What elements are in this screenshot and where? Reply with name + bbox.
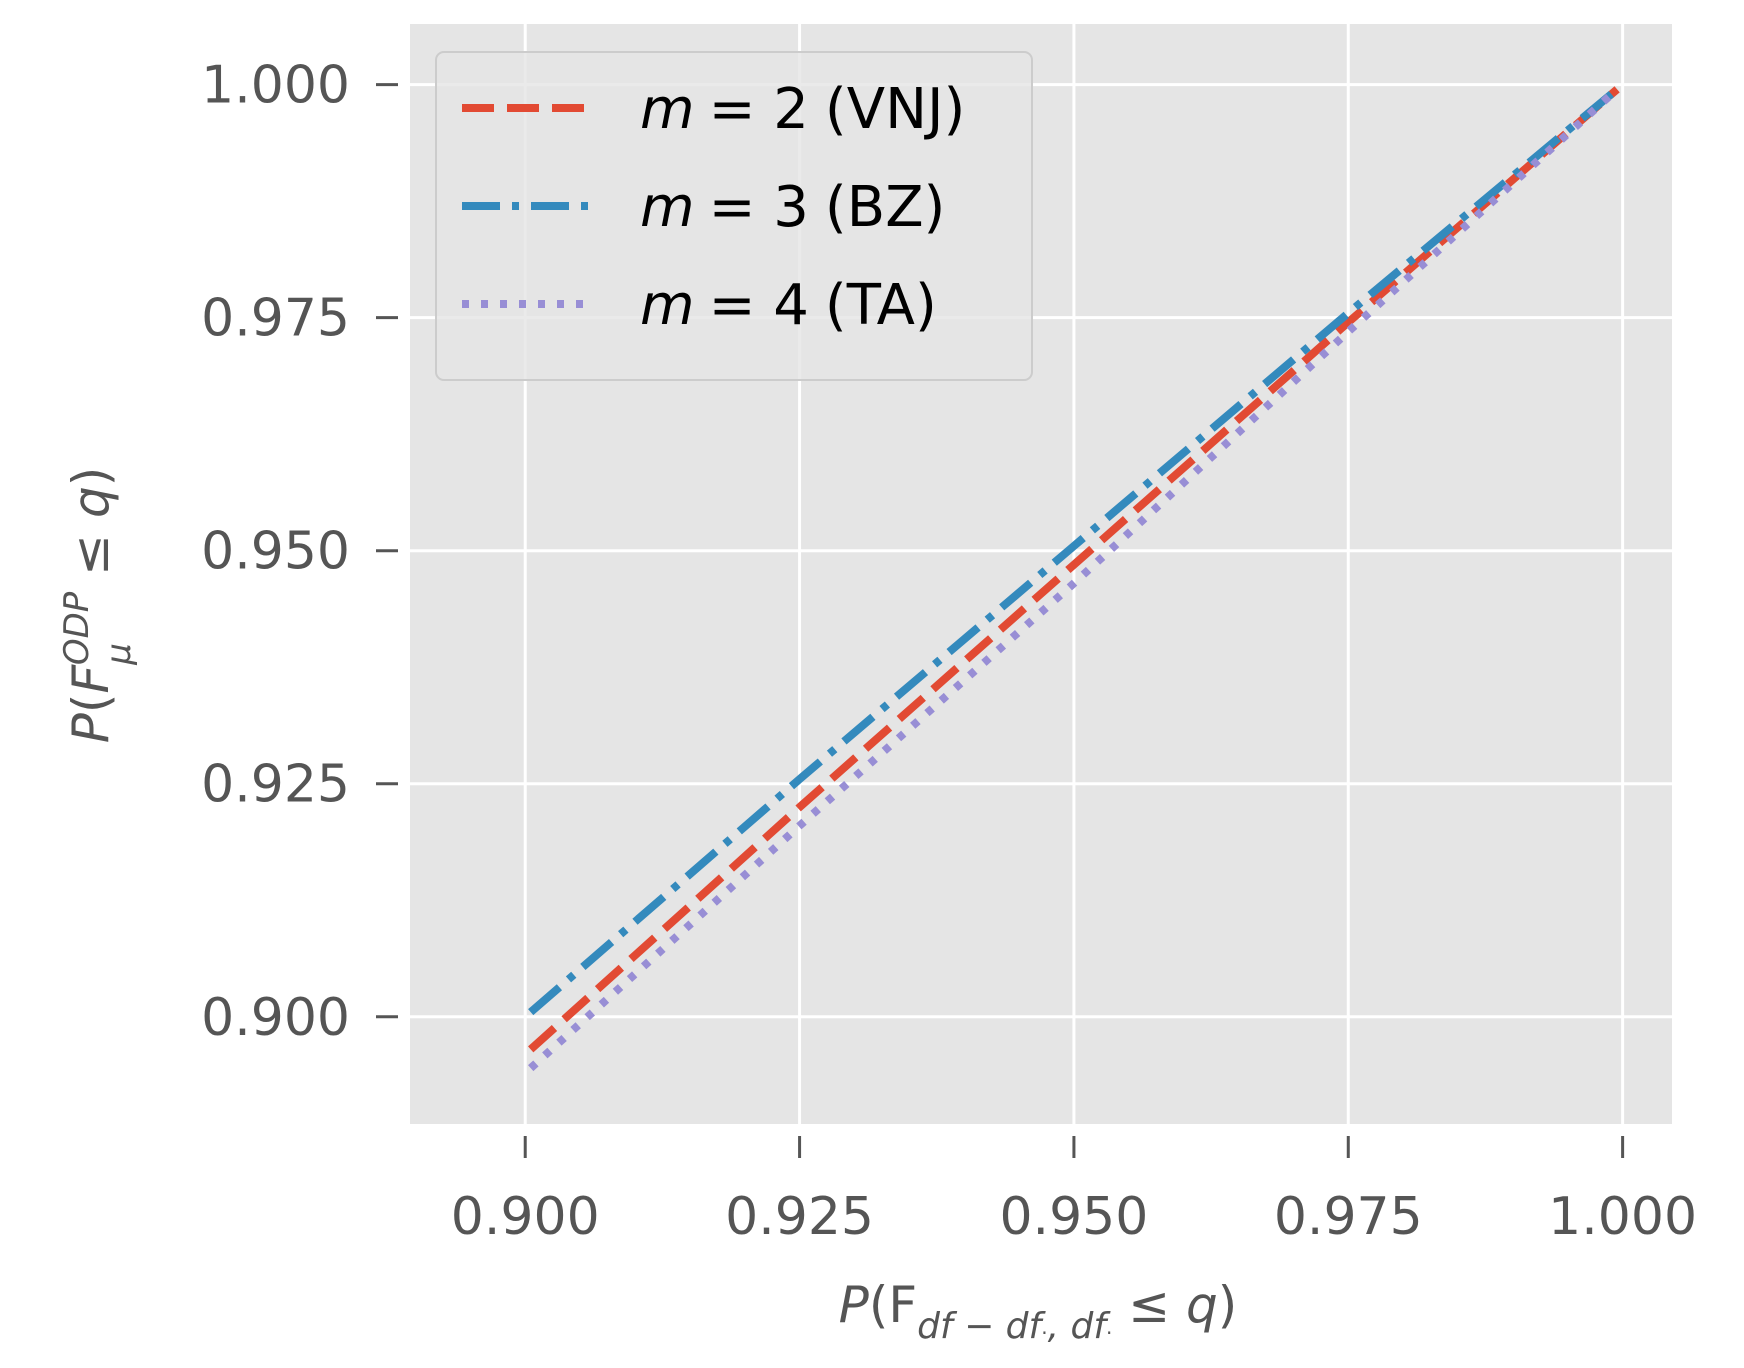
legend-label-1: m = 2 (VNJ) bbox=[640, 77, 965, 142]
x-tick-label: 0.975 bbox=[1274, 1187, 1423, 1247]
y-tick-label: 0.900 bbox=[201, 988, 350, 1048]
series-line-2 bbox=[528, 86, 1620, 1016]
y-axis-label: P(FμODP ≤ q) bbox=[57, 467, 139, 743]
series-lines bbox=[528, 86, 1620, 1072]
y-tick-label: 0.950 bbox=[201, 522, 350, 582]
series-line-1 bbox=[528, 86, 1620, 1053]
series-line-3 bbox=[528, 86, 1620, 1072]
y-tick-label: 0.975 bbox=[201, 289, 350, 349]
x-tick-label: 0.950 bbox=[999, 1187, 1148, 1247]
x-tick-label: 1.000 bbox=[1548, 1187, 1697, 1247]
axes: 0.900 0.925 0.950 0.975 1.000 0.900 0.925 0.950… bbox=[201, 56, 1697, 1247]
legend-label-2: m = 3 (BZ) bbox=[640, 175, 945, 240]
y-tick-label: 1.000 bbox=[201, 56, 350, 116]
x-tick-label: 0.925 bbox=[725, 1187, 874, 1247]
legend-frame bbox=[435, 51, 1033, 381]
legend: m = 2 (VNJ) m = 3 (BZ) m = 4 (TA) bbox=[435, 51, 1033, 381]
legend-label-3: m = 4 (TA) bbox=[640, 273, 937, 338]
x-axis-label: P(Fdf − df., df. ≤ q) bbox=[839, 1276, 1238, 1347]
y-tick-label: 0.925 bbox=[201, 755, 350, 815]
x-tick-label: 0.900 bbox=[451, 1187, 600, 1247]
